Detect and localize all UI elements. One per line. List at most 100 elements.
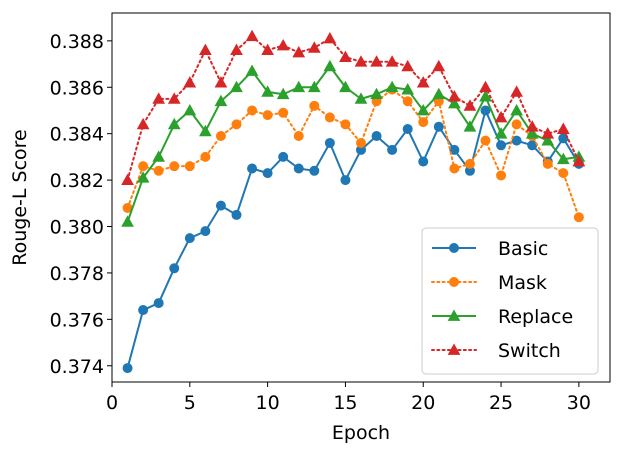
data-point-replace [494, 127, 508, 139]
data-point-replace [370, 87, 383, 100]
data-point-mask [496, 170, 507, 181]
data-point-replace [199, 124, 212, 137]
data-point-switch [385, 55, 399, 67]
data-point-mask [449, 163, 460, 174]
data-point-basic [480, 105, 491, 116]
data-point-basic [262, 168, 273, 179]
data-point-basic [200, 226, 211, 237]
data-point-replace [167, 117, 181, 130]
y-tick-label: 0.380 [50, 217, 104, 239]
data-point-basic [184, 233, 195, 244]
legend-marker-mask [449, 277, 459, 287]
data-point-replace [463, 120, 477, 132]
legend-box [421, 227, 599, 375]
data-point-basic [418, 156, 429, 167]
data-point-switch [261, 43, 274, 56]
data-point-basic [527, 140, 538, 151]
data-point-mask [309, 100, 320, 111]
data-point-replace [323, 59, 337, 72]
data-point-switch [572, 154, 586, 167]
data-point-replace [385, 80, 399, 93]
x-tick-label: 25 [489, 392, 513, 414]
data-point-switch [525, 120, 539, 132]
data-point-basic [153, 298, 164, 309]
data-point-switch [152, 92, 166, 104]
data-point-replace [510, 103, 523, 116]
data-point-switch [432, 59, 446, 72]
y-axis-ticks: 0.374 0.376 0.378 0.380 0.382 0.384 0.386 0.388 [50, 31, 112, 378]
data-point-switch [276, 38, 290, 51]
data-point-replace [401, 83, 415, 95]
legend-marker-switch [447, 343, 461, 355]
data-point-mask [542, 158, 553, 169]
data-point-basic [371, 131, 382, 141]
data-point-mask [262, 110, 273, 121]
data-point-mask [464, 158, 475, 169]
data-point-switch [183, 76, 197, 88]
legend-marker-replace [447, 309, 461, 321]
data-point-mask [215, 131, 226, 141]
data-point-basic [309, 165, 320, 176]
data-point-mask [511, 119, 522, 130]
data-point-basic [511, 135, 522, 146]
data-point-basic [231, 209, 242, 220]
series-line-mask [126, 88, 580, 219]
legend-label-replace: Replace [498, 306, 573, 328]
data-point-mask [418, 117, 429, 128]
data-point-switch [292, 45, 306, 58]
data-point-replace [541, 134, 555, 146]
data-point-switch [136, 117, 150, 130]
data-point-replace [121, 215, 134, 227]
data-point-replace [245, 64, 259, 76]
data-point-switch [339, 50, 352, 62]
data-point-switch [401, 59, 415, 72]
legend-label-switch: Switch [498, 340, 561, 362]
data-point-basic [215, 200, 226, 211]
data-point-basic [449, 144, 460, 155]
data-point-replace [136, 171, 150, 183]
data-point-replace [432, 87, 446, 100]
data-point-basic [387, 144, 398, 155]
data-point-replace [230, 80, 243, 93]
y-tick-label: 0.374 [50, 356, 104, 378]
data-point-mask [169, 161, 180, 172]
data-point-replace [479, 90, 492, 102]
legend-label-basic: Basic [498, 238, 548, 260]
data-point-replace [354, 92, 368, 104]
series-mask [122, 84, 584, 223]
data-point-switch [541, 127, 555, 139]
data-point-switch [510, 85, 523, 97]
data-point-basic [169, 263, 180, 274]
data-point-replace [307, 80, 321, 93]
series-layer [121, 29, 586, 374]
series-line-switch [126, 35, 580, 182]
data-point-mask [340, 119, 351, 130]
x-tick-label: 5 [184, 392, 196, 414]
x-tick-label: 15 [333, 392, 357, 414]
data-point-switch [463, 99, 477, 111]
data-point-switch [214, 76, 228, 88]
data-point-switch [494, 110, 508, 123]
x-tick-label: 0 [106, 392, 118, 414]
data-point-mask [480, 135, 491, 146]
data-point-mask [278, 107, 289, 118]
y-tick-label: 0.382 [50, 170, 104, 192]
data-point-mask [138, 161, 149, 172]
x-axis-label: Epoch [332, 422, 390, 444]
legend-marker-basic [449, 243, 459, 253]
data-point-replace [339, 80, 352, 93]
x-tick-label: 20 [411, 392, 435, 414]
data-point-basic [402, 124, 413, 135]
data-point-replace [183, 103, 197, 116]
data-point-basic [278, 151, 289, 162]
y-axis-label: Rouge-L Score [9, 129, 31, 265]
data-point-mask [558, 168, 569, 179]
data-point-replace [556, 152, 570, 165]
data-point-mask [356, 137, 366, 148]
data-point-replace [152, 150, 166, 162]
data-point-replace [214, 94, 228, 107]
data-point-switch [323, 31, 337, 44]
data-point-mask [324, 112, 335, 123]
x-tick-label: 10 [256, 392, 280, 414]
